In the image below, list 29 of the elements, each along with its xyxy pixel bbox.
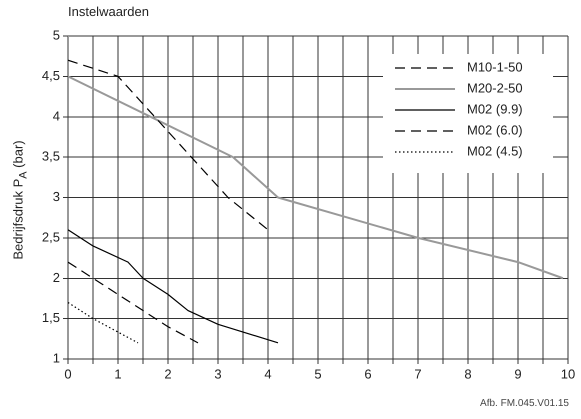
legend-label: M02 (6.0) (467, 122, 523, 138)
y-tick-label: 3,5 (42, 148, 60, 164)
x-tick-label: 9 (514, 366, 522, 382)
y-tick-label: 4 (52, 108, 60, 124)
x-tick-label: 7 (414, 366, 422, 382)
x-tick-label: 1 (114, 366, 122, 382)
line-series (68, 60, 269, 230)
y-tick-label: 4,5 (42, 68, 60, 83)
y-tick-label: 2,5 (42, 229, 60, 244)
chart-title: Instelwaarden (68, 4, 149, 19)
legend-label: M02 (4.5) (467, 144, 523, 159)
legend-label: M20-2-50 (467, 80, 523, 96)
y-tick-label: 3 (52, 189, 60, 204)
y-tick-label: 2 (52, 270, 60, 285)
y-tick-label: 1,5 (42, 310, 60, 326)
y-tick-label: 1 (52, 350, 60, 366)
text: Afb. FM.045.V01.15 (480, 398, 569, 409)
x-tick-label: 5 (314, 366, 322, 382)
x-tick-label: 0 (64, 366, 72, 382)
x-tick-label: 4 (264, 366, 272, 382)
x-tick-label: 10 (560, 366, 576, 382)
line-series (68, 262, 199, 344)
x-tick-label: 2 (164, 366, 172, 382)
x-tick-label: 3 (214, 366, 222, 382)
x-tick-label: 8 (464, 366, 472, 382)
y-tick-label: 5 (52, 28, 60, 43)
legend-label: M10-1-50 (467, 60, 523, 75)
x-tick-label: 6 (364, 366, 372, 382)
legend-label: M02 (9.9) (467, 102, 523, 117)
